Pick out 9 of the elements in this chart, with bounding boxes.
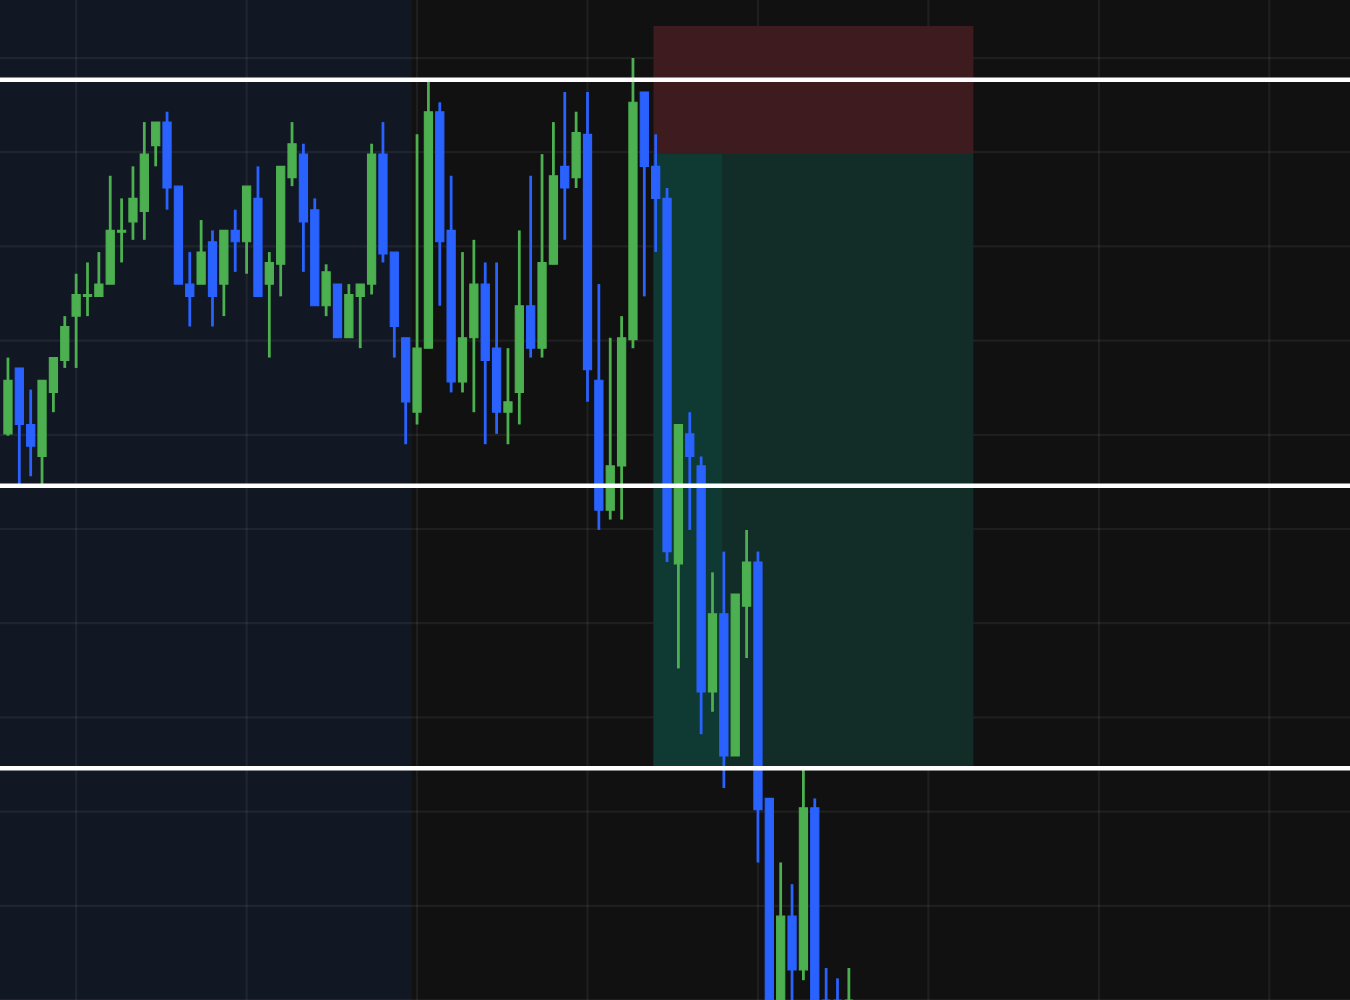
candlestick — [230, 208, 240, 274]
candlestick — [151, 120, 161, 168]
candlestick — [526, 174, 536, 359]
candlestick — [571, 110, 581, 190]
candlestick — [321, 262, 331, 318]
candlestick — [196, 218, 206, 286]
candlestick — [503, 346, 513, 446]
candlestick — [685, 410, 695, 532]
candlestick — [560, 90, 570, 242]
